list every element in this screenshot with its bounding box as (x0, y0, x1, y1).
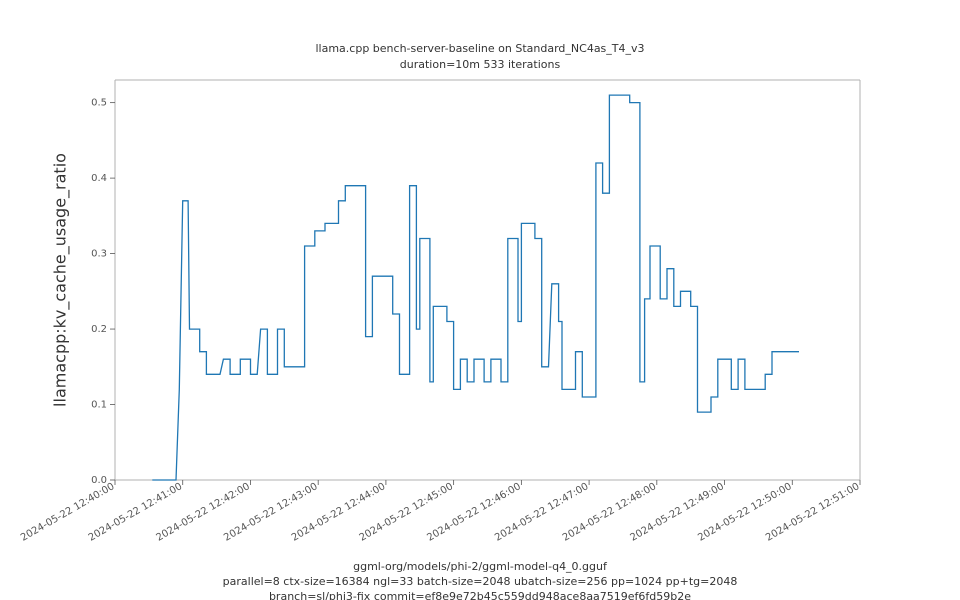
svg-text:0.4: 0.4 (91, 173, 107, 184)
chart-container: llama.cpp bench-server-baseline on Stand… (0, 0, 960, 600)
footer-line1: ggml-org/models/phi-2/ggml-model-q4_0.gg… (0, 560, 960, 573)
footer-line3: branch=sl/phi3-fix commit=ef8e9e72b45c55… (0, 590, 960, 600)
chart-svg: 0.00.10.20.30.40.5 2024-05-22 12:40:0020… (0, 0, 960, 600)
svg-text:0.1: 0.1 (91, 400, 107, 411)
svg-text:0.5: 0.5 (91, 98, 107, 109)
footer-line2: parallel=8 ctx-size=16384 ngl=33 batch-s… (0, 575, 960, 588)
line-series (152, 95, 799, 480)
svg-text:0.2: 0.2 (91, 324, 107, 335)
svg-text:0.3: 0.3 (91, 249, 107, 260)
